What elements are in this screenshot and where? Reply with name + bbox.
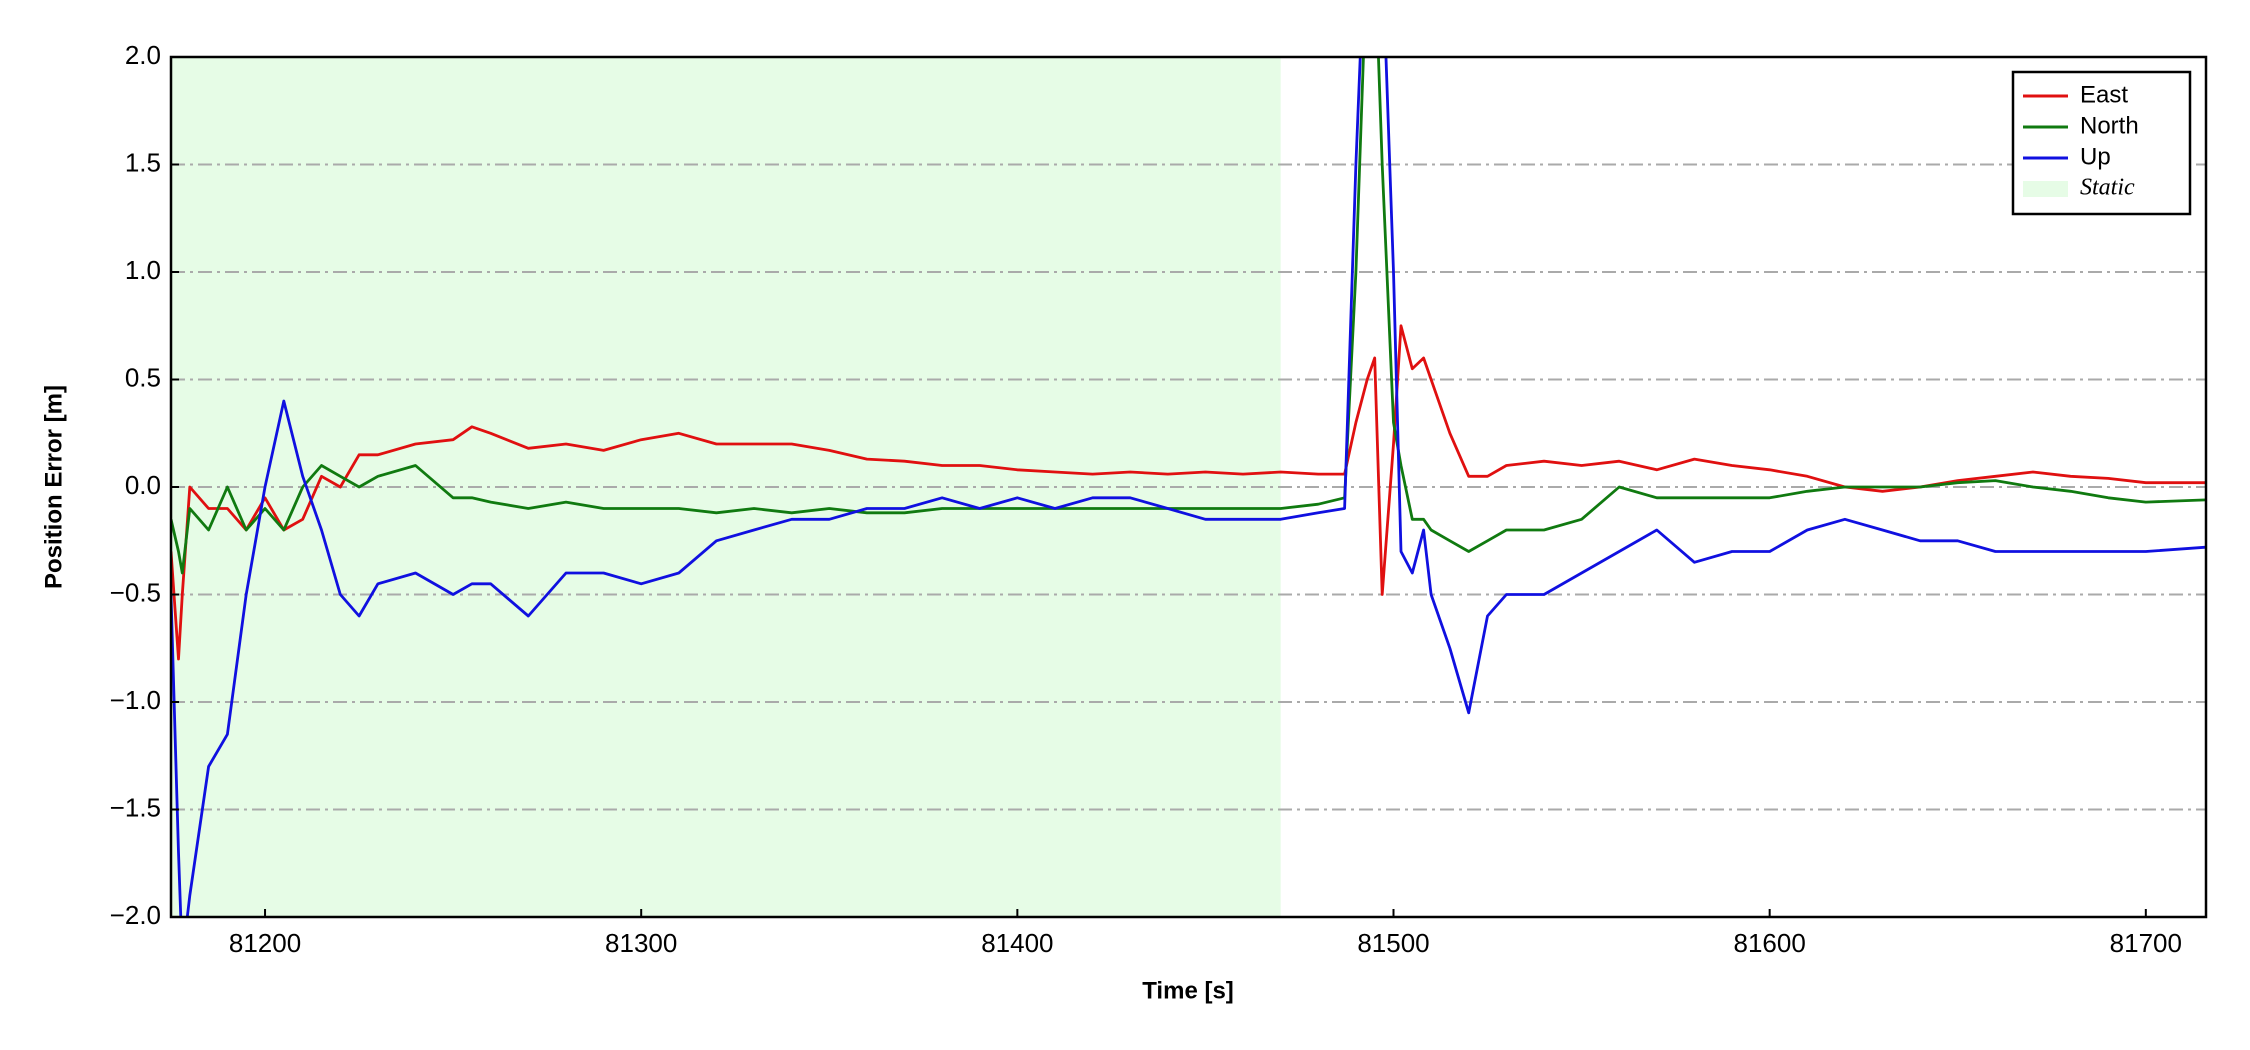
x-tick-label: 81700 bbox=[2110, 928, 2182, 958]
y-axis-label: Position Error [m] bbox=[40, 385, 67, 589]
y-tick-label: 0.0 bbox=[125, 470, 161, 500]
x-axis-label: Time [s] bbox=[1142, 977, 1234, 1004]
y-tick-label: −0.5 bbox=[110, 577, 161, 607]
y-tick-label: −1.5 bbox=[110, 792, 161, 822]
legend-swatch bbox=[2023, 181, 2068, 197]
x-tick-label: 81400 bbox=[981, 928, 1053, 958]
x-tick-label: 81600 bbox=[1734, 928, 1806, 958]
x-tick-label: 81500 bbox=[1357, 928, 1429, 958]
y-tick-label: 1.5 bbox=[125, 147, 161, 177]
series-line bbox=[171, 324, 2206, 661]
y-tick-label: −2.0 bbox=[110, 900, 161, 930]
legend-label: North bbox=[2080, 112, 2139, 139]
y-tick-label: 1.0 bbox=[125, 255, 161, 285]
x-tick-label: 81200 bbox=[229, 928, 301, 958]
legend-label: Up bbox=[2080, 143, 2111, 170]
y-tick-label: 0.5 bbox=[125, 362, 161, 392]
legend-label: Static bbox=[2080, 175, 2135, 201]
x-tick-label: 81300 bbox=[605, 928, 677, 958]
series-line bbox=[171, 57, 2206, 575]
y-tick-label: −1.0 bbox=[110, 685, 161, 715]
legend-label: East bbox=[2080, 81, 2128, 108]
series-line bbox=[171, 57, 2206, 917]
y-tick-label: 2.0 bbox=[125, 40, 161, 70]
